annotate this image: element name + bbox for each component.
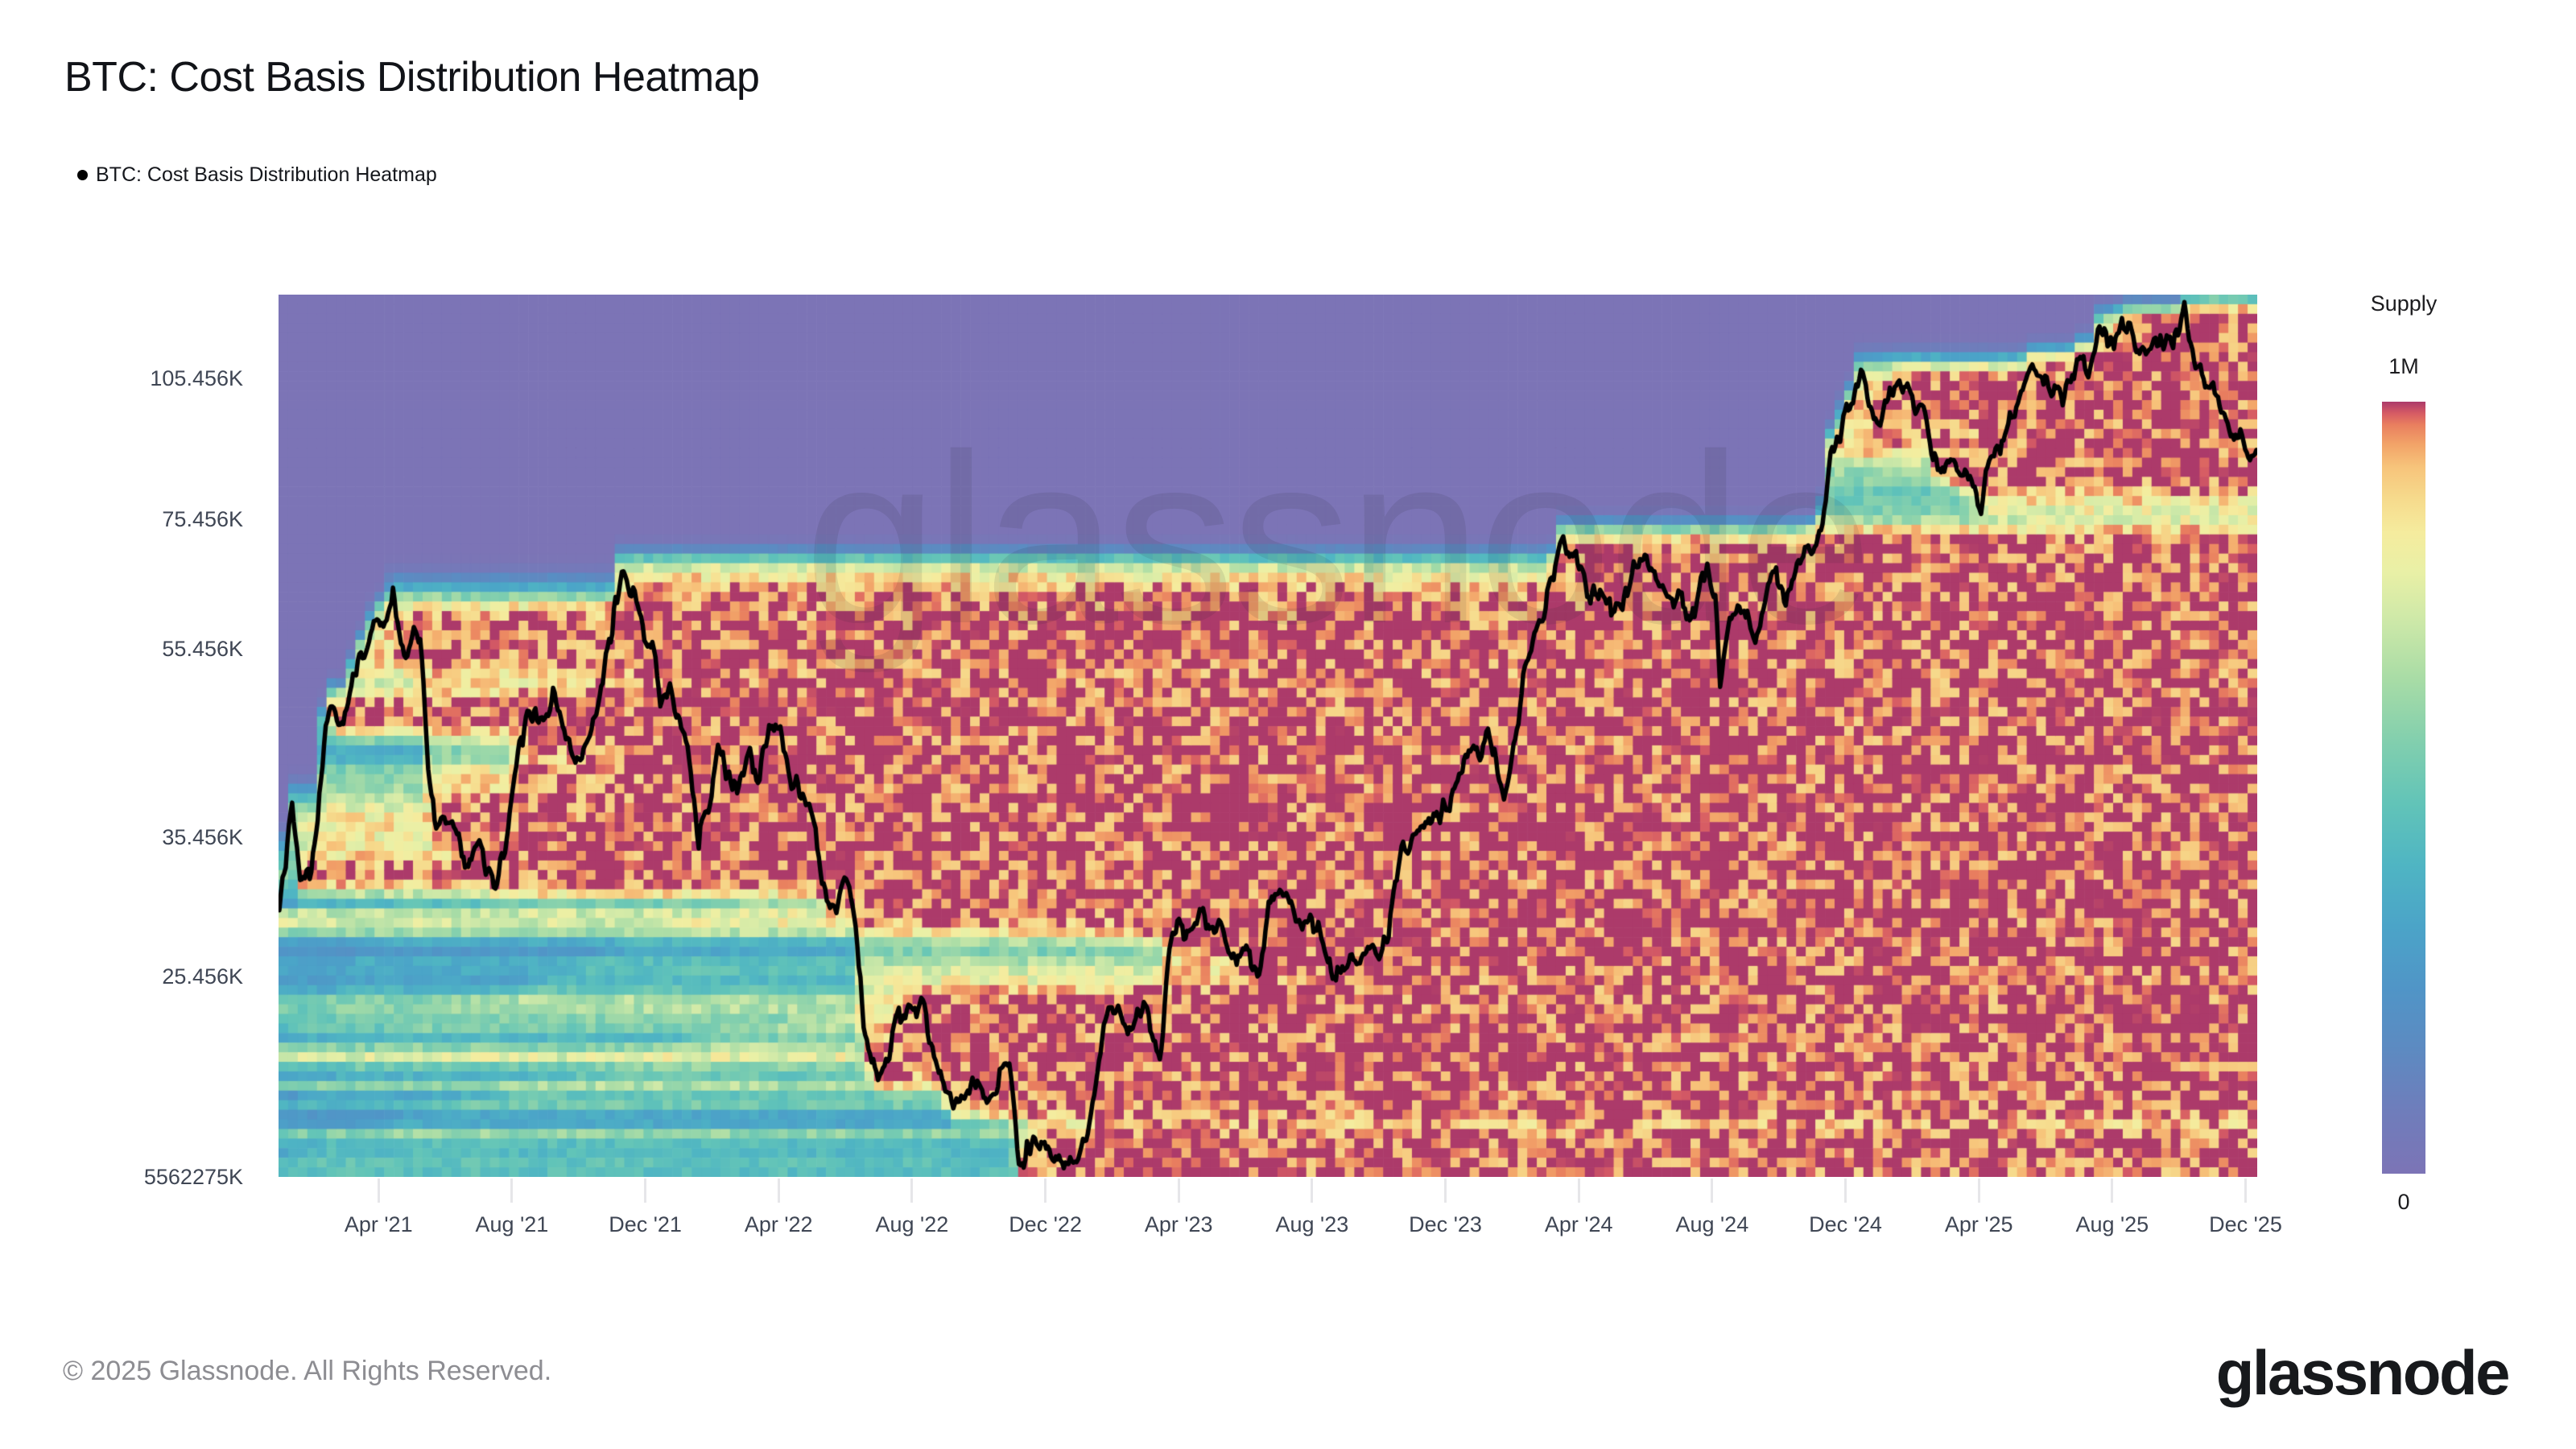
x-tick-mark xyxy=(1177,1179,1180,1203)
x-tick-mark xyxy=(510,1179,514,1203)
colorbar-min-label: 0 xyxy=(2397,1190,2410,1214)
y-tick-label: 105.456K xyxy=(150,366,243,390)
x-tick-label: Dec '21 xyxy=(609,1212,682,1236)
y-tick-label: 5562275K xyxy=(143,1165,243,1189)
heatmap-canvas[interactable] xyxy=(279,295,2257,1177)
copyright-text: © 2025 Glassnode. All Rights Reserved. xyxy=(63,1356,552,1386)
colorbar-max-label: 1M xyxy=(2388,354,2419,378)
x-tick-mark xyxy=(1577,1179,1580,1203)
y-tick-label: 55.456K xyxy=(162,636,243,661)
legend-item-cbd[interactable]: BTC: Cost Basis Distribution Heatmap xyxy=(77,161,437,188)
x-tick-mark xyxy=(1311,1179,1314,1203)
colorbar-title: Supply xyxy=(2370,291,2438,316)
x-tick-label: Dec '25 xyxy=(2209,1212,2282,1236)
x-tick-label: Apr '25 xyxy=(1944,1212,2013,1236)
y-tick-label: 35.456K xyxy=(162,824,243,849)
glassnode-logo: glassnode xyxy=(2215,1337,2511,1408)
x-tick-mark xyxy=(2244,1179,2247,1203)
x-tick-mark xyxy=(1044,1179,1047,1203)
x-tick-mark xyxy=(644,1179,647,1203)
x-tick-label: Dec '24 xyxy=(1809,1212,1882,1236)
y-axis: 105.456K 75.456K 55.456K 35.456K 25.456K 5562… xyxy=(50,0,243,1449)
x-tick-label: Aug '23 xyxy=(1275,1212,1349,1236)
x-tick-mark xyxy=(777,1179,780,1203)
x-tick-mark xyxy=(2111,1179,2114,1203)
legend-label: BTC: Cost Basis Distribution Heatmap xyxy=(96,163,437,186)
x-tick-label: Apr '24 xyxy=(1544,1212,1613,1236)
x-tick-label: Aug '24 xyxy=(1675,1212,1749,1236)
x-tick-label: Apr '23 xyxy=(1144,1212,1213,1236)
x-tick-label: Dec '23 xyxy=(1409,1212,1482,1236)
colorbar-gradient xyxy=(2382,402,2425,1174)
x-tick-mark xyxy=(1711,1179,1714,1203)
x-tick-mark xyxy=(377,1179,380,1203)
x-tick-mark xyxy=(1844,1179,1847,1203)
x-tick-label: Aug '22 xyxy=(875,1212,949,1236)
page-title: BTC: Cost Basis Distribution Heatmap xyxy=(64,54,760,101)
x-tick-label: Apr '21 xyxy=(344,1212,413,1236)
x-tick-label: Dec '22 xyxy=(1009,1212,1082,1236)
x-tick-label: Apr '22 xyxy=(744,1212,813,1236)
legend-marker-icon xyxy=(77,169,88,180)
y-tick-label: 75.456K xyxy=(162,506,243,531)
x-tick-label: Aug '21 xyxy=(475,1212,549,1236)
x-tick-label: Aug '25 xyxy=(2075,1212,2149,1236)
x-tick-mark xyxy=(1977,1179,1980,1203)
x-tick-mark xyxy=(1444,1179,1447,1203)
x-tick-mark xyxy=(910,1179,914,1203)
heatmap-plot-area: glassnode xyxy=(279,295,2257,1177)
y-tick-label: 25.456K xyxy=(162,964,243,989)
